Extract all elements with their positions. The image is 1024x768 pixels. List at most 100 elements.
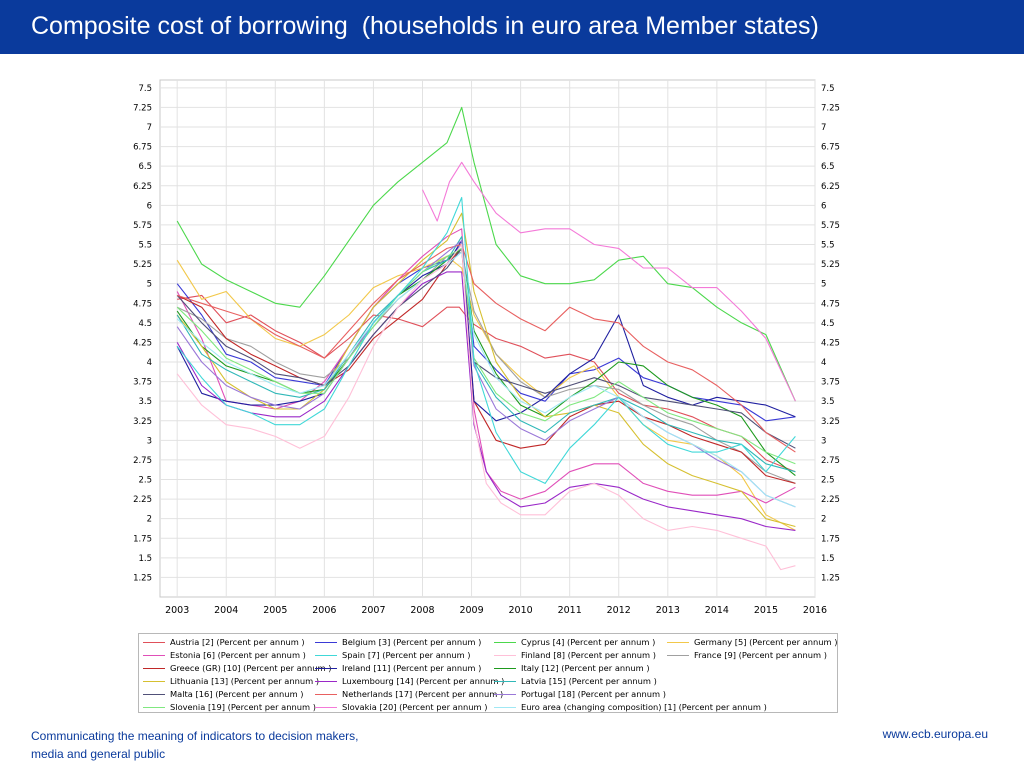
y-tick-label-right: 6.5 xyxy=(821,162,835,172)
legend-item: Cyprus [4] (Percent per annum ) xyxy=(494,637,655,649)
series-line-3 xyxy=(176,255,796,531)
x-tick-label: 2004 xyxy=(214,605,238,616)
y-tick-label-right: 2.75 xyxy=(821,456,840,466)
series-line-2 xyxy=(176,106,796,402)
legend-swatch xyxy=(143,655,165,656)
y-tick-label-left: 6.75 xyxy=(133,143,152,153)
y-tick-label-right: 3.75 xyxy=(821,378,840,388)
x-tick-label: 2013 xyxy=(656,605,680,616)
y-tick-label-right: 6 xyxy=(821,201,826,211)
y-tick-label-right: 4.25 xyxy=(821,338,840,348)
legend-item: Malta [16] (Percent per annum ) xyxy=(143,689,304,701)
legend-item: Spain [7] (Percent per annum ) xyxy=(315,650,471,662)
legend-label: Cyprus [4] (Percent per annum ) xyxy=(521,637,656,647)
legend-item: Belgium [3] (Percent per annum ) xyxy=(315,637,481,649)
legend-label: Spain [7] (Percent per annum ) xyxy=(342,650,471,660)
y-tick-label-right: 2 xyxy=(821,515,826,525)
series-line-17 xyxy=(176,251,796,508)
y-tick-label-right: 1.25 xyxy=(821,573,840,583)
y-tick-label-left: 4.75 xyxy=(133,299,152,309)
legend-item: Germany [5] (Percent per annum ) xyxy=(667,637,838,649)
series-line-4 xyxy=(176,228,796,504)
legend-swatch xyxy=(315,681,337,682)
footer-caption: Communicating the meaning of indicators … xyxy=(31,727,431,763)
series-line-19 xyxy=(176,243,796,571)
legend-swatch xyxy=(494,642,516,643)
legend-label: Italy [12] (Percent per annum ) xyxy=(521,663,650,673)
legend-label: Latvia [15] (Percent per annum ) xyxy=(521,676,657,686)
legend-swatch xyxy=(143,694,165,695)
y-tick-label-right: 5.5 xyxy=(821,241,835,251)
legend-swatch xyxy=(667,642,689,643)
x-tick-label: 2003 xyxy=(165,605,189,616)
y-tick-label-left: 3.25 xyxy=(133,417,152,427)
y-tick-label-right: 3.25 xyxy=(821,417,840,427)
y-tick-label-left: 2.25 xyxy=(133,495,152,505)
legend-item: Ireland [11] (Percent per annum ) xyxy=(315,663,481,675)
y-tick-label-left: 4.25 xyxy=(133,338,152,348)
y-tick-label-right: 2.5 xyxy=(821,476,835,486)
y-tick-label-left: 2.5 xyxy=(138,476,152,486)
legend-label: Portugal [18] (Percent per annum ) xyxy=(521,689,666,699)
y-tick-label-right: 6.75 xyxy=(821,143,840,153)
x-tick-label: 2014 xyxy=(705,605,729,616)
x-tick-label: 2016 xyxy=(803,605,827,616)
y-tick-label-right: 1.75 xyxy=(821,534,840,544)
y-tick-label-left: 6.25 xyxy=(133,182,152,192)
y-tick-label-left: 5.25 xyxy=(133,260,152,270)
y-tick-label-right: 5.75 xyxy=(821,221,840,231)
legend-label: Germany [5] (Percent per annum ) xyxy=(694,637,838,647)
y-tick-label-right: 4.75 xyxy=(821,299,840,309)
legend-swatch xyxy=(143,668,165,669)
legend-item: Euro area (changing composition) [1] (Pe… xyxy=(494,702,767,714)
legend-item: Netherlands [17] (Percent per annum ) xyxy=(315,689,503,701)
series-line-18 xyxy=(176,196,796,484)
legend-item: Lithuania [13] (Percent per annum ) xyxy=(143,676,319,688)
legend-swatch xyxy=(143,707,165,708)
y-tick-label-left: 7.5 xyxy=(138,84,152,94)
title-bar: Composite cost of borrowing (households … xyxy=(0,0,1024,54)
y-tick-label-right: 7.25 xyxy=(821,103,840,113)
legend-swatch xyxy=(667,655,689,656)
legend-label: Austria [2] (Percent per annum ) xyxy=(170,637,305,647)
y-tick-label-left: 1.5 xyxy=(138,554,152,564)
legend-label: Greece (GR) [10] (Percent per annum ) xyxy=(170,663,332,673)
legend-item: Slovakia [20] (Percent per annum ) xyxy=(315,702,487,714)
y-tick-label-left: 6 xyxy=(147,201,152,211)
legend-item: Portugal [18] (Percent per annum ) xyxy=(494,689,666,701)
y-tick-label-left: 1.25 xyxy=(133,573,152,583)
y-tick-label-right: 3.5 xyxy=(821,397,835,407)
legend-item: Luxembourg [14] (Percent per annum ) xyxy=(315,676,504,688)
legend-label: Finland [8] (Percent per annum ) xyxy=(521,650,657,660)
chart-legend: Austria [2] (Percent per annum ) Belgium … xyxy=(138,633,838,713)
footer-caption-line1: Communicating the meaning of indicators … xyxy=(31,729,359,743)
y-tick-label-left: 4.5 xyxy=(138,319,152,329)
page-title: Composite cost of borrowing (households … xyxy=(31,12,819,40)
legend-label: Belgium [3] (Percent per annum ) xyxy=(342,637,482,647)
legend-label: Slovenia [19] (Percent per annum ) xyxy=(170,702,316,712)
series-line-13 xyxy=(177,243,796,453)
footer-url: www.ecb.europa.eu xyxy=(882,727,988,741)
legend-label: Lithuania [13] (Percent per annum ) xyxy=(170,676,320,686)
legend-label: Ireland [11] (Percent per annum ) xyxy=(342,663,482,673)
legend-swatch xyxy=(494,707,516,708)
y-tick-label-left: 7.25 xyxy=(133,103,152,113)
legend-item: Latvia [15] (Percent per annum ) xyxy=(494,676,657,688)
y-tick-label-right: 5.25 xyxy=(821,260,840,270)
series-line-16 xyxy=(422,161,796,402)
footer-caption-line2: media and general public xyxy=(31,747,166,761)
y-tick-label-left: 3 xyxy=(147,436,152,446)
x-tick-label: 2008 xyxy=(410,605,434,616)
y-tick-label-right: 7 xyxy=(821,123,826,133)
y-tick-label-right: 3 xyxy=(821,436,826,446)
line-chart: 1.25 1.25 1.5 1.5 1.75 1.75 2 2 2.25 2.25 2.5 2.5 2.… xyxy=(133,79,840,616)
y-tick-label-left: 3.75 xyxy=(133,378,152,388)
x-tick-label: 2005 xyxy=(263,605,287,616)
y-tick-label-left: 3.5 xyxy=(138,397,152,407)
legend-swatch xyxy=(315,642,337,643)
y-tick-label-left: 5 xyxy=(147,280,152,290)
x-tick-label: 2009 xyxy=(459,605,483,616)
legend-item: Finland [8] (Percent per annum ) xyxy=(494,650,656,662)
legend-label: Estonia [6] (Percent per annum ) xyxy=(170,650,306,660)
legend-item: France [9] (Percent per annum ) xyxy=(667,650,827,662)
